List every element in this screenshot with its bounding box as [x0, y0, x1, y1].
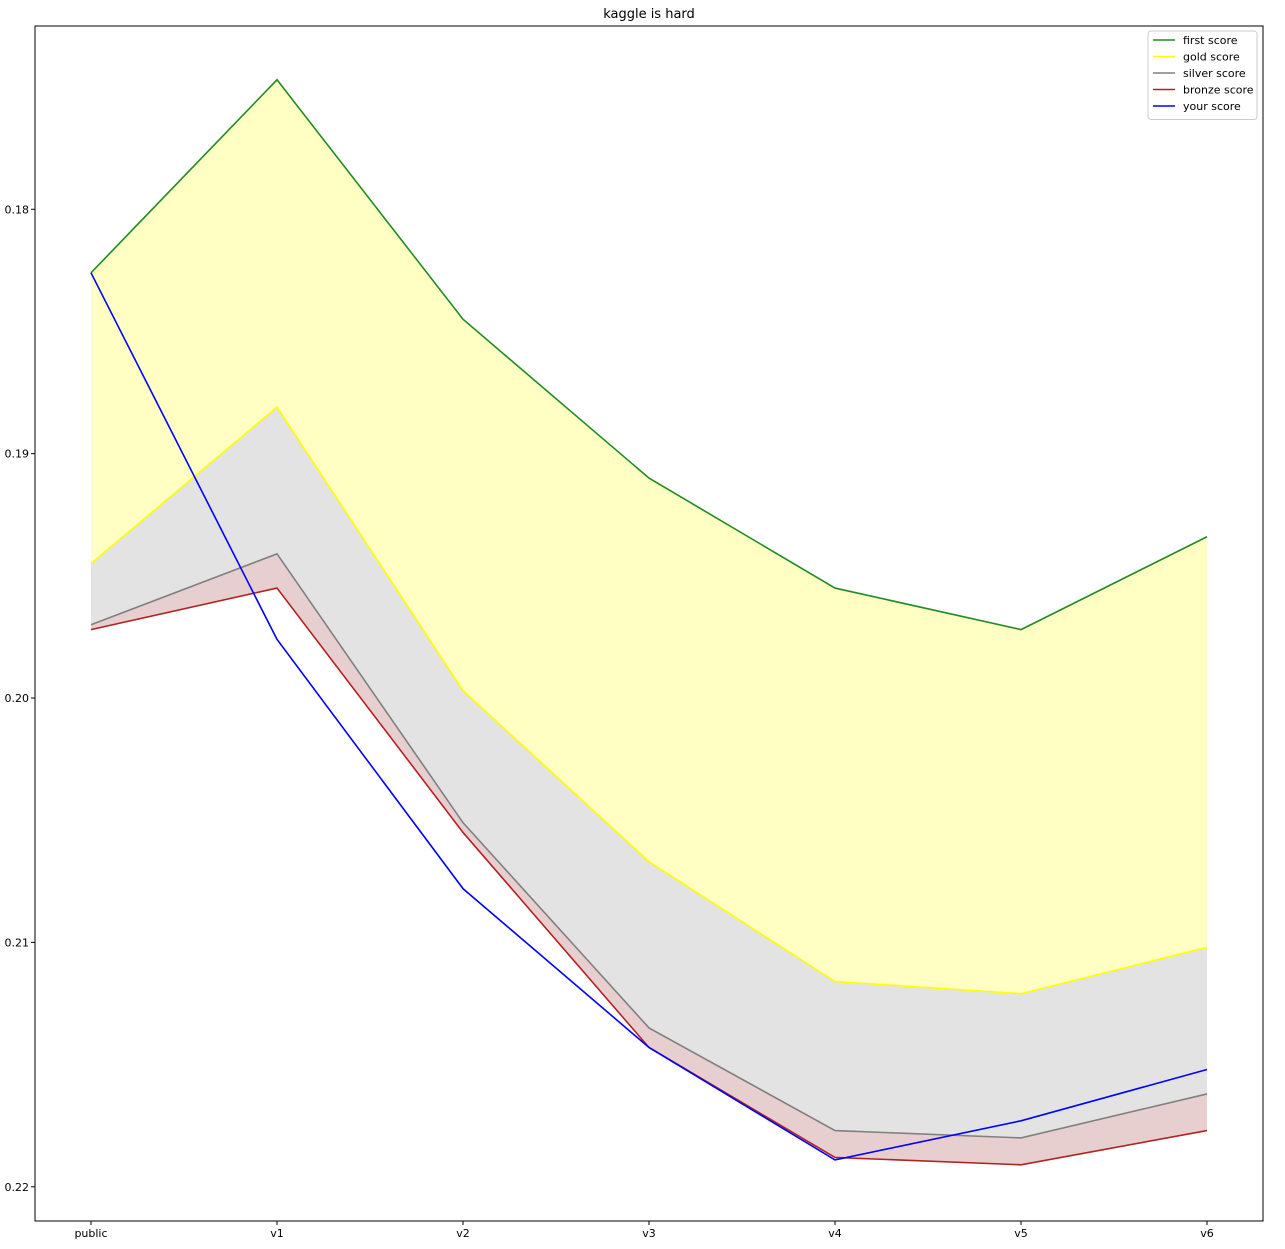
fill-bands [91, 79, 1207, 1165]
x-tick-label: v2 [456, 1227, 470, 1240]
series-line-first-score [90, 78, 1208, 631]
x-tick-label: v4 [828, 1227, 842, 1240]
legend-label: first score [1183, 34, 1238, 47]
legend-box [1147, 30, 1258, 120]
series-line-gold-score [90, 406, 1208, 995]
legend: first score gold score silver score bronze … [1147, 30, 1258, 120]
fill-band-2 [91, 553, 1207, 1165]
x-tick-label: v5 [1014, 1227, 1028, 1240]
y-tick-label: 0.18 [5, 203, 30, 216]
series-line-your-score [90, 272, 1208, 1161]
series-line-silver-score [90, 552, 1208, 1139]
legend-label: bronze score [1183, 84, 1254, 97]
legend-label: gold score [1183, 51, 1240, 64]
legend-label: silver score [1183, 67, 1246, 80]
y-tick-label: 0.21 [5, 936, 30, 949]
y-tick-label: 0.20 [5, 692, 30, 705]
series-lines [90, 78, 1208, 1166]
y-tick-label: 0.19 [5, 448, 30, 461]
chart-title: kaggle is hard [603, 7, 695, 22]
x-tick-label: public [74, 1227, 107, 1240]
fill-band-1 [91, 407, 1207, 1138]
y-axis: 0.18 0.19 0.20 0.21 0.22 [5, 203, 35, 1194]
x-tick-label: v3 [642, 1227, 656, 1240]
y-tick-label: 0.22 [5, 1181, 30, 1194]
x-tick-label: v1 [270, 1227, 284, 1240]
x-axis: public v1 v2 v3 v4 v5 v6 [74, 1221, 1214, 1240]
legend-label: your score [1183, 100, 1241, 113]
x-tick-label: v6 [1200, 1227, 1214, 1240]
fill-band-0 [91, 79, 1207, 994]
